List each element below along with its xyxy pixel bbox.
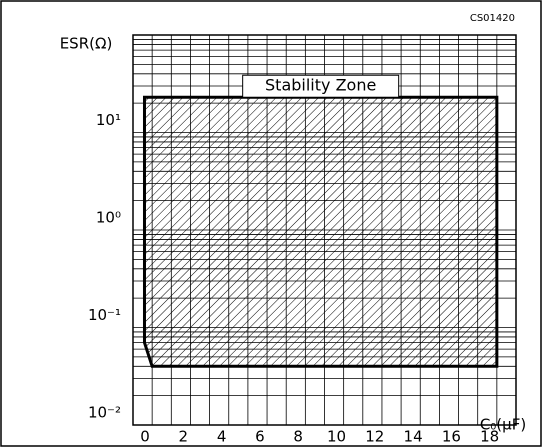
y-axis-label: ESR(Ω) [60,35,113,53]
x-tick-label: 4 [217,428,227,446]
x-tick-label: 2 [179,428,189,446]
x-tick-label: 16 [442,428,461,446]
x-axis-label: C₀(μF) [480,416,526,434]
x-tick-label: 0 [140,428,150,446]
x-tick-label: 10 [327,428,346,446]
y-tick-label: 10⁰ [96,209,121,227]
x-tick-label: 14 [404,428,423,446]
x-tick-label: 8 [293,428,303,446]
zone: Stability Zone [142,74,499,368]
plot-border [132,34,517,426]
code: CS01420 [470,13,515,24]
x-tick-label: 18 [480,428,499,446]
stability-zone [142,95,499,368]
zone-label-box [242,74,400,98]
y-tick-label: 10¹ [96,111,121,129]
zone-label: Stability Zone [265,76,376,95]
x-tick-label: 6 [255,428,265,446]
y-tick-label: 10⁻² [88,404,121,422]
x-tick-label: 12 [365,428,384,446]
y-tick-label: 10⁻¹ [88,306,121,324]
